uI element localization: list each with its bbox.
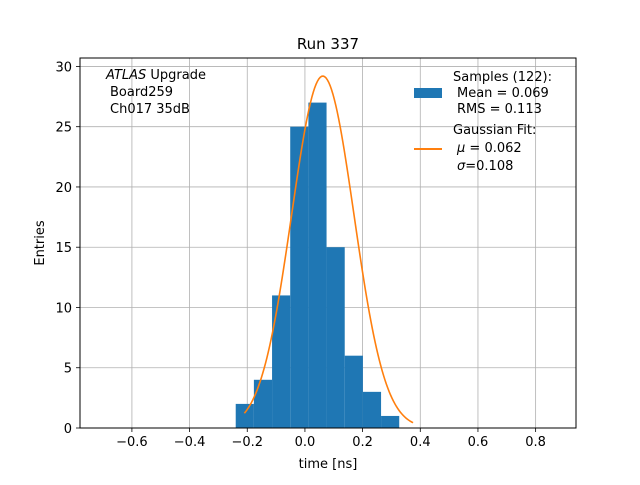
histogram-bar [308,102,327,428]
legend-sigma-value: =0.108 [465,159,513,174]
histogram-bar [381,415,400,428]
legend-mu-value: = 0.062 [465,141,521,156]
y-tick-label: 15 [55,241,72,256]
histogram-bar [344,355,363,428]
histogram-bar [235,403,254,428]
legend-mu-symbol: μ [456,141,465,156]
legend-samples-swatch [414,88,442,98]
annotation-line-1: ATLAS Upgrade [105,68,206,83]
histogram-bar [362,391,382,428]
x-axis-title: time [ns] [299,457,358,472]
x-tick-label: −0.4 [174,435,206,450]
legend-fit-label: Gaussian Fit: [453,123,536,138]
legend-fit-mu: μ = 0.062 [456,141,522,156]
annotation-upgrade: Upgrade [146,68,206,83]
y-tick-label: 25 [55,121,72,136]
legend-samples-rms: RMS = 0.113 [457,102,542,117]
legend: Samples (122): Mean = 0.069 RMS = 0.113 … [414,70,552,174]
x-tick-label: −0.6 [116,435,148,450]
y-axis-ticks: 0 5 10 15 20 25 30 [55,60,80,437]
histogram-bar [326,247,345,428]
plot-frame [79,57,577,429]
y-tick-label: 5 [64,362,72,377]
y-tick-label: 20 [55,181,72,196]
x-tick-label: 0.6 [468,435,489,450]
gaussian-fit [243,75,414,424]
y-tick-label: 30 [55,60,72,75]
histogram-bar [272,295,291,428]
chart-title: Run 337 [297,35,359,53]
legend-samples-label: Samples (122): [453,70,552,85]
annotation-line-2: Board259 [110,85,173,100]
annotation-atlas: ATLAS [105,68,146,83]
y-axis-title: Entries [33,220,48,266]
y-tick-label: 10 [55,301,72,316]
x-tick-label: −0.2 [231,435,263,450]
legend-samples-mean: Mean = 0.069 [457,86,549,101]
histogram-bars [235,102,400,428]
x-tick-label: 0.0 [295,435,316,450]
y-tick-label: 0 [64,422,72,437]
annotation-box: ATLAS Upgrade Board259 Ch017 35dB [105,68,206,117]
x-tick-label: 0.4 [410,435,431,450]
histogram-bar [253,379,273,428]
legend-sigma-symbol: σ [457,159,466,174]
x-axis-ticks: −0.6 −0.4 −0.2 0.0 0.2 0.4 0.6 0.8 [116,428,546,450]
annotation-line-3: Ch017 35dB [110,102,190,117]
x-tick-label: 0.2 [352,435,373,450]
legend-fit-sigma: σ=0.108 [457,159,513,174]
gaussian-fit-curve [243,75,414,424]
x-tick-label: 0.8 [525,435,546,450]
histogram-bar [290,126,309,428]
